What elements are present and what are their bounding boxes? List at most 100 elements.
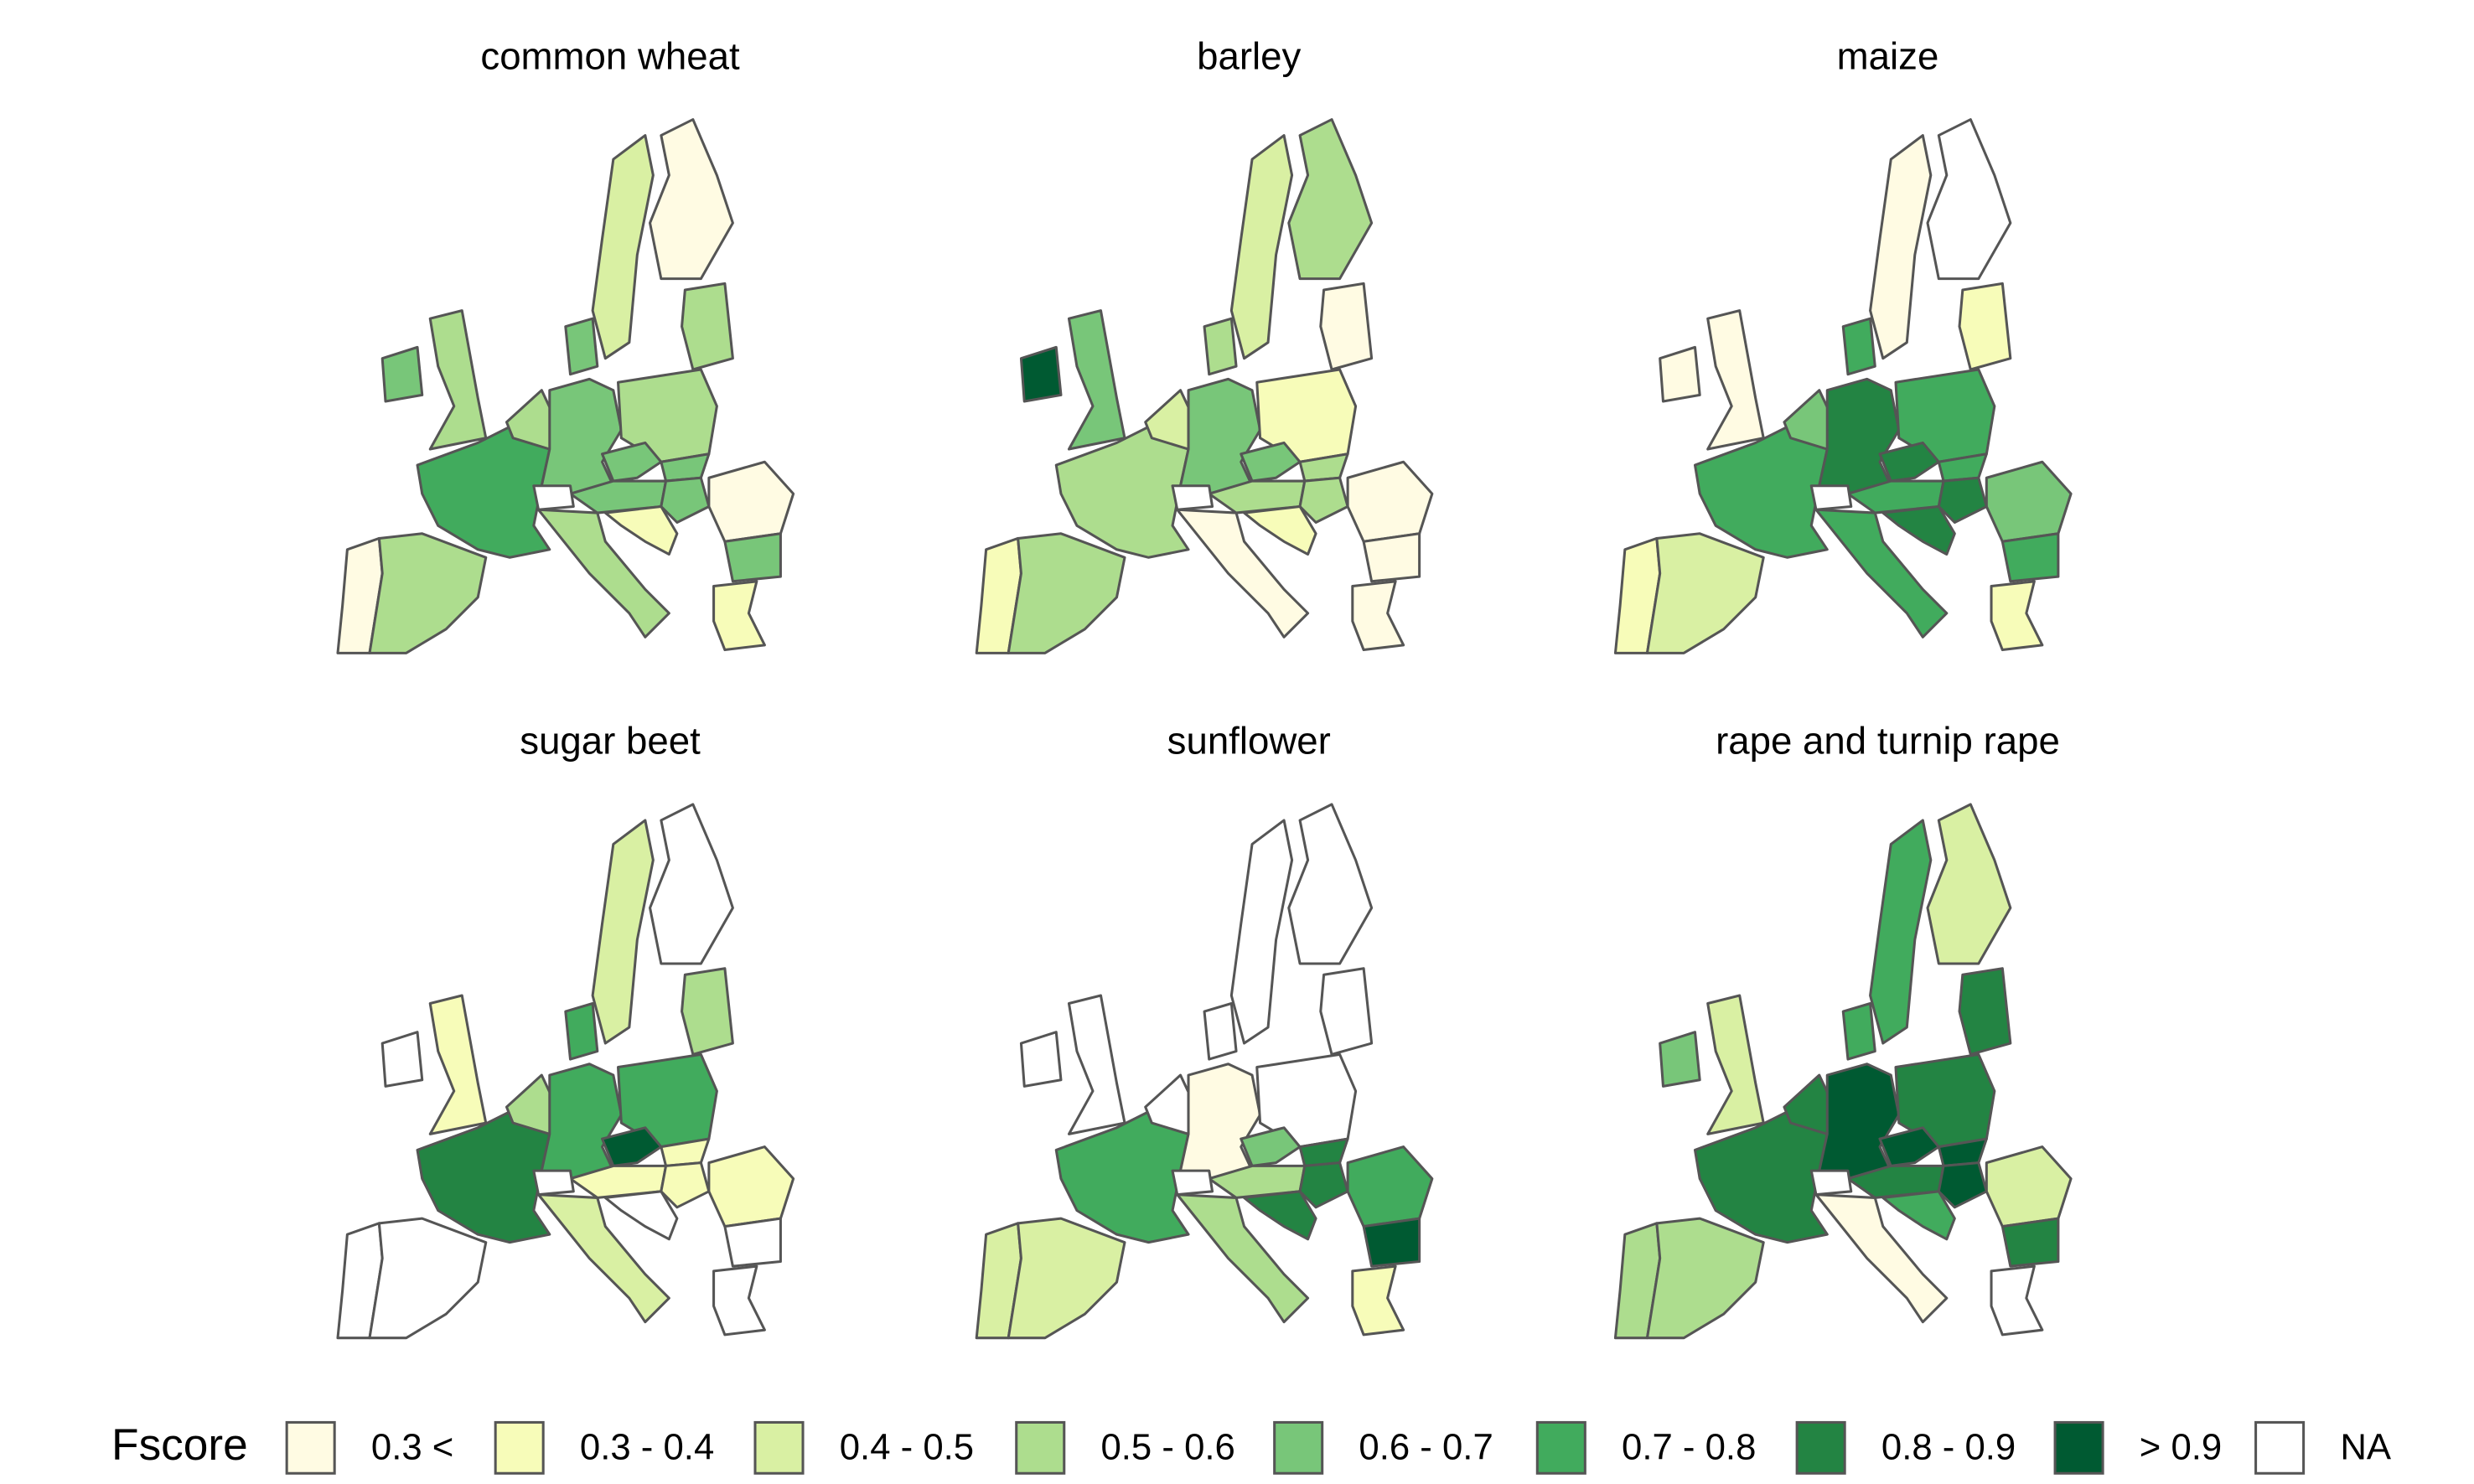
legend-swatch bbox=[2254, 1420, 2306, 1475]
legend-swatch bbox=[1273, 1420, 1324, 1475]
region bbox=[1243, 1190, 1317, 1241]
region bbox=[1645, 532, 1765, 654]
map-panel: sugar beet bbox=[336, 720, 795, 1340]
map-panel: maize bbox=[1613, 34, 2073, 654]
region bbox=[601, 1126, 663, 1167]
region bbox=[1990, 580, 2044, 652]
region bbox=[591, 819, 655, 1045]
region bbox=[1878, 1126, 1940, 1167]
region bbox=[1203, 1001, 1238, 1061]
region bbox=[1067, 309, 1126, 451]
region bbox=[1809, 484, 1853, 511]
region bbox=[1818, 1063, 1901, 1181]
region bbox=[428, 994, 488, 1135]
region bbox=[649, 803, 734, 965]
region bbox=[1693, 1110, 1829, 1244]
legend-label: NA bbox=[2340, 1426, 2392, 1467]
region bbox=[681, 282, 734, 371]
map-panel: barley bbox=[975, 34, 1434, 654]
region bbox=[723, 1217, 782, 1268]
region bbox=[1881, 504, 1956, 556]
region bbox=[380, 345, 424, 403]
region bbox=[1706, 309, 1765, 451]
map-panel: common wheat bbox=[336, 34, 795, 654]
region bbox=[723, 532, 782, 583]
legend-label: 0.3 < bbox=[371, 1426, 453, 1467]
region bbox=[1878, 441, 1940, 483]
region bbox=[536, 508, 670, 639]
region bbox=[564, 317, 599, 376]
panel-title: rape and turnip rape bbox=[1716, 720, 2060, 763]
legend-swatch bbox=[1015, 1420, 1066, 1475]
legend-label: 0.8 - 0.9 bbox=[1881, 1426, 2016, 1467]
region bbox=[1645, 1217, 1765, 1340]
region bbox=[591, 134, 655, 360]
legend-label: 0.7 - 0.8 bbox=[1622, 1426, 1756, 1467]
region bbox=[564, 1001, 599, 1061]
region bbox=[660, 1161, 711, 1209]
region bbox=[1841, 1001, 1876, 1061]
region bbox=[712, 1264, 766, 1337]
panel-title: common wheat bbox=[480, 34, 740, 77]
region bbox=[1362, 1217, 1421, 1268]
region bbox=[532, 1169, 575, 1197]
panel-title: barley bbox=[1197, 34, 1301, 77]
region bbox=[1319, 967, 1374, 1056]
region bbox=[1814, 1193, 1949, 1324]
region bbox=[1298, 476, 1349, 524]
region bbox=[1240, 441, 1302, 483]
region bbox=[1362, 532, 1421, 583]
region bbox=[1054, 425, 1190, 559]
legend-label: > 0.9 bbox=[2140, 1426, 2222, 1467]
region bbox=[1818, 377, 1901, 495]
legend-swatch bbox=[1795, 1420, 1846, 1475]
region bbox=[1958, 967, 2012, 1056]
region bbox=[1007, 1217, 1126, 1340]
legend-title: Fscore bbox=[111, 1420, 248, 1470]
region bbox=[1298, 1161, 1349, 1209]
region bbox=[1841, 317, 1876, 376]
legend-swatch bbox=[1535, 1420, 1586, 1475]
region bbox=[368, 1217, 488, 1340]
region bbox=[1229, 134, 1294, 360]
region bbox=[1176, 1193, 1310, 1324]
region bbox=[1243, 504, 1317, 556]
region bbox=[428, 309, 488, 451]
region bbox=[1693, 425, 1829, 559]
legend-swatch bbox=[2053, 1420, 2104, 1475]
legend-label: 0.4 - 0.5 bbox=[840, 1426, 974, 1467]
region bbox=[1019, 1031, 1063, 1088]
region bbox=[1319, 282, 1374, 371]
panel-title: sunflower bbox=[1167, 720, 1331, 763]
region bbox=[1229, 819, 1294, 1045]
legend-label: 0.6 - 0.7 bbox=[1359, 1426, 1493, 1467]
region bbox=[1958, 282, 2012, 371]
region bbox=[540, 1063, 623, 1181]
region bbox=[1990, 1264, 2044, 1337]
panel-title: maize bbox=[1837, 34, 1939, 77]
region bbox=[416, 1110, 551, 1244]
region bbox=[660, 476, 711, 524]
region bbox=[1706, 994, 1765, 1135]
region bbox=[1240, 1126, 1302, 1167]
region bbox=[1869, 819, 1933, 1045]
region bbox=[1937, 476, 1988, 524]
region bbox=[1171, 484, 1214, 511]
region bbox=[368, 532, 488, 654]
region bbox=[1176, 508, 1310, 639]
region bbox=[1203, 317, 1238, 376]
region bbox=[1179, 377, 1262, 495]
region bbox=[1809, 1169, 1853, 1197]
legend-label: 0.3 - 0.4 bbox=[580, 1426, 714, 1467]
region bbox=[1351, 580, 1405, 652]
legend-label: 0.5 - 0.6 bbox=[1100, 1426, 1234, 1467]
region bbox=[416, 425, 551, 559]
region bbox=[1926, 803, 2012, 965]
region bbox=[1019, 345, 1063, 403]
region bbox=[1287, 803, 1374, 965]
region bbox=[681, 967, 734, 1056]
region bbox=[540, 377, 623, 495]
region bbox=[1937, 1161, 1988, 1209]
region bbox=[1179, 1063, 1262, 1181]
map-panel: rape and turnip rape bbox=[1613, 720, 2073, 1340]
